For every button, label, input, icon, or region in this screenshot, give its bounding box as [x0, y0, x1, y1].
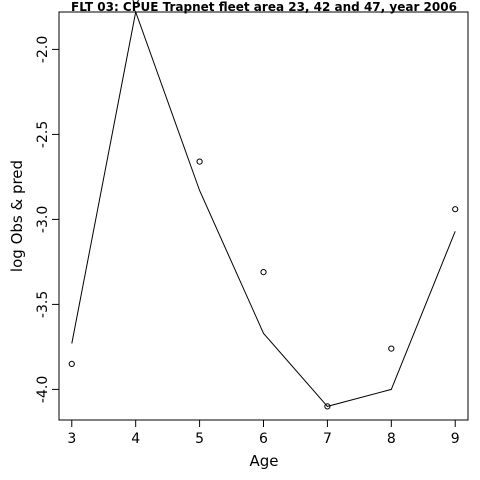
x-axis: 3 4 5 6 7 8 9: [67, 420, 460, 447]
observed-series: [68, 0, 459, 410]
observed-point: [132, 0, 139, 4]
observed-point: [196, 158, 203, 165]
y-axis: -4.0 -3.5 -3.0 -2.5 -2.0: [35, 36, 59, 403]
y-tick-label: -3.0: [35, 206, 51, 233]
x-tick-label: 9: [451, 431, 460, 447]
chart-title: FLT 03: CPUE Trapnet fleet area 23, 42 a…: [71, 0, 457, 14]
x-tick-label: 6: [259, 431, 268, 447]
observed-point: [260, 269, 267, 276]
y-axis-label: log Obs & pred: [8, 160, 26, 272]
observed-point: [452, 206, 459, 213]
predicted-line: [71, 10, 456, 407]
plot-box: [58, 11, 469, 421]
x-tick-label: 8: [387, 431, 396, 447]
x-tick-label: 3: [67, 431, 76, 447]
x-axis-label: Age: [249, 452, 278, 470]
x-tick-label: 5: [195, 431, 204, 447]
y-tick-label: -2.0: [35, 36, 51, 63]
x-tick-label: 7: [323, 431, 332, 447]
observed-point: [388, 345, 395, 352]
observed-point: [324, 403, 331, 410]
y-tick-label: -2.5: [35, 121, 51, 148]
y-tick-label: -4.0: [35, 376, 51, 403]
predicted-series: [71, 10, 456, 407]
x-tick-label: 4: [131, 431, 140, 447]
y-tick-label: -3.5: [35, 291, 51, 318]
observed-point: [68, 360, 75, 367]
